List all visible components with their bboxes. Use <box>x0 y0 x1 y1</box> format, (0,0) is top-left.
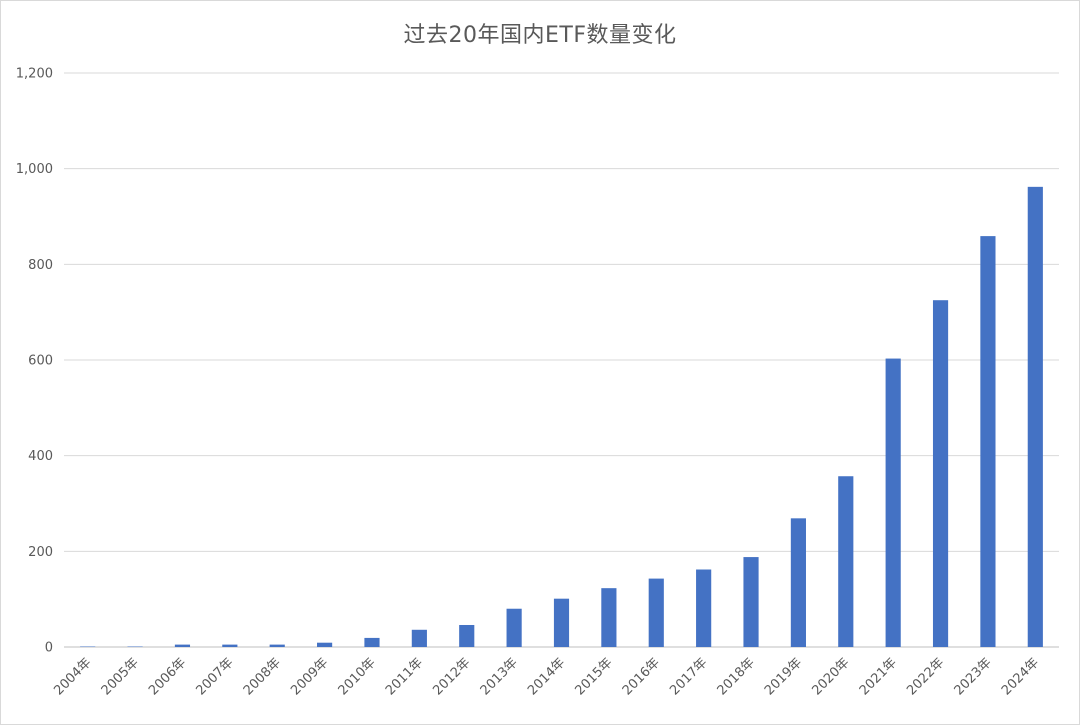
bar-2020年 <box>838 476 854 647</box>
x-tick-label: 2019年 <box>762 655 805 698</box>
bar-2018年 <box>743 557 759 647</box>
x-tick-label: 2021年 <box>857 655 900 698</box>
y-axis-ticks: 0 200 400 600 800 1,000 1,200 <box>16 67 53 656</box>
bar-2014年 <box>553 598 570 647</box>
bar-2007年 <box>222 644 238 647</box>
bar-2017年 <box>696 569 712 647</box>
x-tick-label: 2016年 <box>620 655 663 698</box>
x-tick-label: 2005年 <box>99 655 142 698</box>
bar-2010年 <box>364 637 380 647</box>
x-tick-label: 2012年 <box>430 655 473 698</box>
x-tick-label: 2010年 <box>336 655 379 698</box>
x-tick-label: 2023年 <box>952 655 995 698</box>
x-tick-label: 2009年 <box>288 655 331 698</box>
y-tick-label: 0 <box>45 641 53 656</box>
bar-2019年 <box>790 518 806 647</box>
x-tick-label: 2024年 <box>999 655 1042 698</box>
y-tick-label: 200 <box>28 545 53 560</box>
bar-2015年 <box>601 588 617 647</box>
y-tick-label: 400 <box>28 449 53 464</box>
y-tick-label: 1,200 <box>16 67 53 82</box>
x-tick-label: 2004年 <box>51 655 94 698</box>
bar-2024年 <box>1027 186 1043 648</box>
x-tick-label: 2020年 <box>809 655 852 698</box>
bar-2022年 <box>932 300 949 647</box>
bar-2016年 <box>648 578 664 647</box>
x-tick-label: 2017年 <box>667 655 710 698</box>
y-tick-label: 1,000 <box>16 162 53 177</box>
x-tick-label: 2022年 <box>904 655 947 698</box>
bar-2021年 <box>885 358 901 647</box>
bar-2006年 <box>174 644 191 647</box>
bar-2013年 <box>506 608 522 647</box>
x-tick-label: 2007年 <box>193 655 236 698</box>
bar-2012年 <box>459 624 475 647</box>
bar-2011年 <box>411 629 427 647</box>
x-tick-label: 2014年 <box>525 655 568 698</box>
chart-title: 过去20年国内ETF数量变化 <box>403 23 677 48</box>
bar-2023年 <box>980 236 996 647</box>
x-tick-label: 2015年 <box>573 655 616 698</box>
x-tick-label: 2018年 <box>715 655 758 698</box>
bars <box>80 186 1043 648</box>
y-tick-label: 800 <box>28 258 53 273</box>
bar-2008年 <box>269 644 285 647</box>
gridlines <box>64 72 1059 648</box>
x-axis-ticks: 2004年 2005年 2006年 2007年 2008年 2009年 2010年 2011年… <box>51 655 1042 698</box>
x-tick-label: 2006年 <box>146 655 189 698</box>
x-tick-label: 2008年 <box>241 655 284 698</box>
bar-2009年 <box>317 642 333 647</box>
x-tick-label: 2011年 <box>383 655 426 698</box>
y-tick-label: 600 <box>28 354 53 369</box>
x-tick-label: 2013年 <box>478 655 521 698</box>
